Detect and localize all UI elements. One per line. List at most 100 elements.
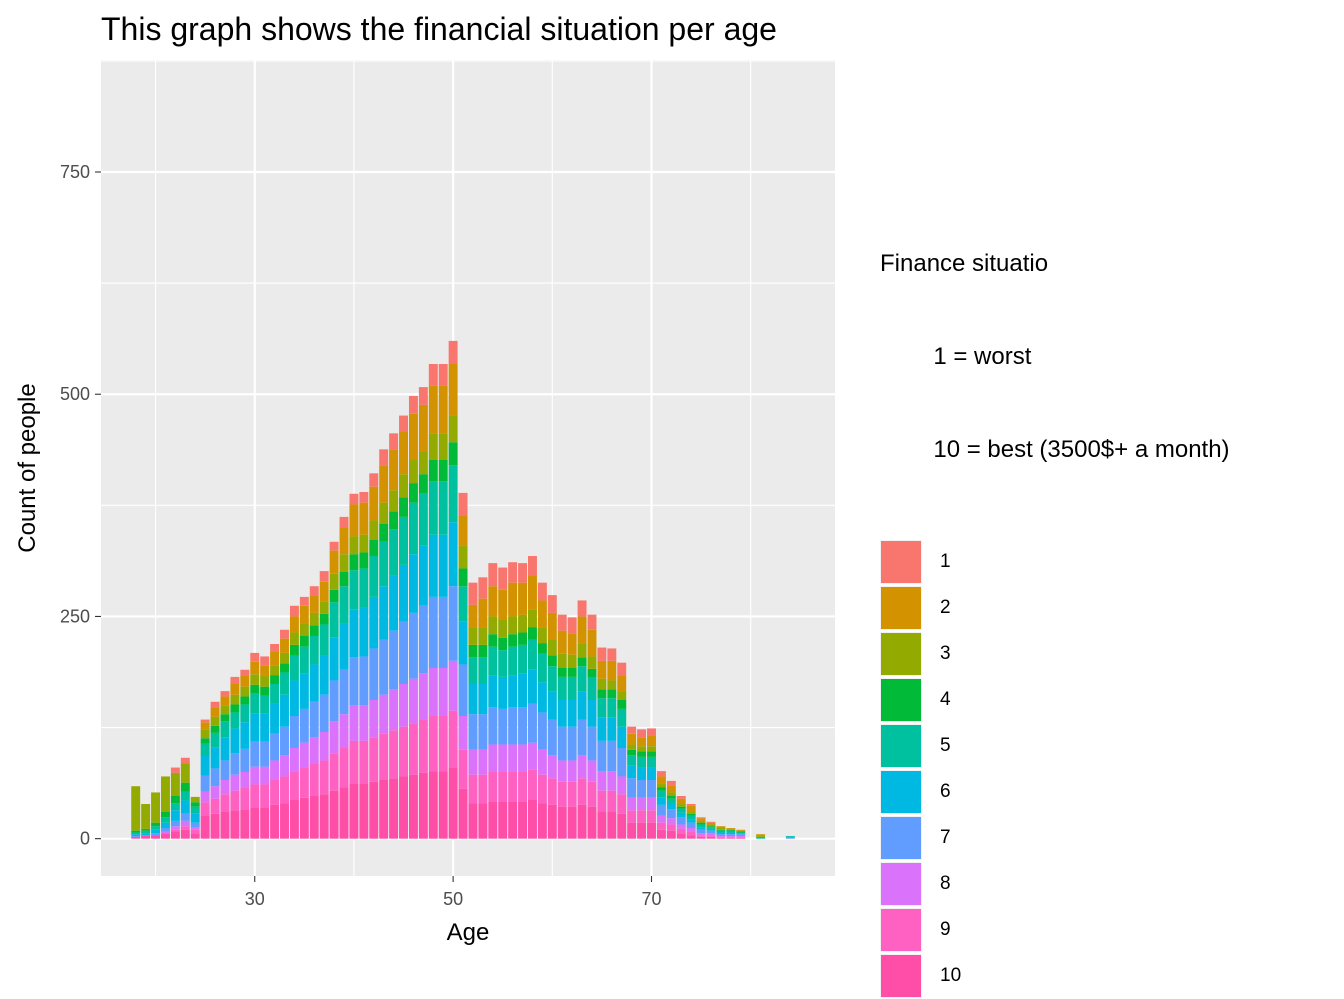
bar-segment xyxy=(180,763,190,783)
bar-segment xyxy=(200,756,210,776)
bar-segment xyxy=(567,760,577,782)
bar-segment xyxy=(210,747,220,769)
bar-segment xyxy=(656,822,666,830)
bar-segment xyxy=(161,822,170,828)
bar-segment xyxy=(200,738,210,744)
bar-segment xyxy=(309,796,319,839)
bar-segment xyxy=(280,638,289,653)
bar-segment xyxy=(547,719,557,756)
bar-segment xyxy=(518,673,528,708)
bar-segment xyxy=(785,836,795,838)
bar-segment xyxy=(270,644,280,652)
bar-segment xyxy=(379,502,389,524)
bar-segment xyxy=(220,780,230,795)
bar-segment xyxy=(389,689,399,731)
bar-segment xyxy=(399,726,408,777)
bar-segment xyxy=(349,740,359,784)
bar-segment xyxy=(488,801,498,839)
bar-segment xyxy=(260,686,270,696)
legend-item: 2 xyxy=(880,585,1340,631)
bar-segment xyxy=(280,652,289,664)
bar-segment xyxy=(448,660,458,711)
bar-segment xyxy=(418,605,428,674)
bar-segment xyxy=(408,413,418,460)
bar-segment xyxy=(488,646,498,676)
bar-segment xyxy=(250,674,260,685)
legend-swatch xyxy=(880,678,922,722)
bar-segment xyxy=(488,634,498,647)
bar-segment xyxy=(289,771,299,800)
bar-segment xyxy=(637,822,647,839)
bar-segment xyxy=(379,465,389,503)
bar-segment xyxy=(220,691,230,697)
bar-segment xyxy=(250,684,260,694)
bar-segment xyxy=(478,627,488,645)
bar-segment xyxy=(230,676,240,684)
bar-segment xyxy=(498,708,508,745)
bar-segment xyxy=(656,783,666,788)
bar-segment xyxy=(508,771,518,802)
y-axis: 0 250 500 750 xyxy=(60,162,101,849)
bar-segment xyxy=(686,835,696,839)
bar-segment xyxy=(250,652,260,662)
bar-segment xyxy=(567,633,577,655)
bar-segment xyxy=(170,826,180,830)
bar-segment xyxy=(319,694,329,732)
legend-swatch xyxy=(880,770,922,814)
bar-segment xyxy=(299,797,309,839)
bar-segment xyxy=(567,806,577,839)
bar-segment xyxy=(230,753,240,775)
bar-segment xyxy=(666,824,676,831)
bar-segment xyxy=(359,502,369,535)
bar-segment xyxy=(647,810,656,823)
bar-segment xyxy=(131,836,141,837)
bar-segment xyxy=(418,451,428,475)
bar-segment xyxy=(567,700,577,727)
bar-segment xyxy=(240,669,250,676)
bar-segment xyxy=(716,826,726,828)
bar-segment xyxy=(656,797,666,805)
bar-segment xyxy=(289,799,299,839)
bar-segment xyxy=(716,828,726,830)
bar-segment xyxy=(190,806,200,814)
bar-segment xyxy=(260,784,270,808)
bar-segment xyxy=(369,520,379,540)
bar-segment xyxy=(676,824,686,829)
bar-segment xyxy=(716,832,726,835)
bar-segment xyxy=(180,826,190,830)
bar-segment xyxy=(289,716,299,748)
bar-segment xyxy=(260,807,270,839)
bar-segment xyxy=(607,812,617,839)
bar-segment xyxy=(329,721,339,754)
bar-segment xyxy=(478,774,488,804)
bar-segment xyxy=(369,737,379,782)
bar-segment xyxy=(726,836,736,838)
bar-segment xyxy=(528,769,537,800)
bar-segment xyxy=(200,791,210,803)
bar-segment xyxy=(498,801,508,839)
bar-segment xyxy=(428,481,438,535)
bar-segment xyxy=(448,710,458,768)
bar-segment xyxy=(676,808,686,813)
bar-segment xyxy=(736,829,746,831)
bar-segment xyxy=(170,796,180,804)
bar-segment xyxy=(458,788,468,839)
bar-segment xyxy=(607,660,617,681)
bar-segment xyxy=(359,656,369,706)
bar-segment xyxy=(726,830,736,833)
bar-segment xyxy=(597,771,607,791)
bar-segment xyxy=(567,726,577,761)
bar-segment xyxy=(260,676,270,687)
bar-segment xyxy=(557,726,567,761)
bar-segment xyxy=(359,492,369,503)
bar-segment xyxy=(676,806,686,809)
y-tick-label: 0 xyxy=(80,829,90,849)
bar-segment xyxy=(478,577,488,599)
bar-segment xyxy=(250,693,260,714)
bar-segment xyxy=(339,714,349,748)
bar-segment xyxy=(736,836,746,838)
bar-segment xyxy=(528,627,537,640)
bar-segment xyxy=(289,605,299,617)
bar-segment xyxy=(736,837,746,839)
bar-segment xyxy=(389,490,399,512)
